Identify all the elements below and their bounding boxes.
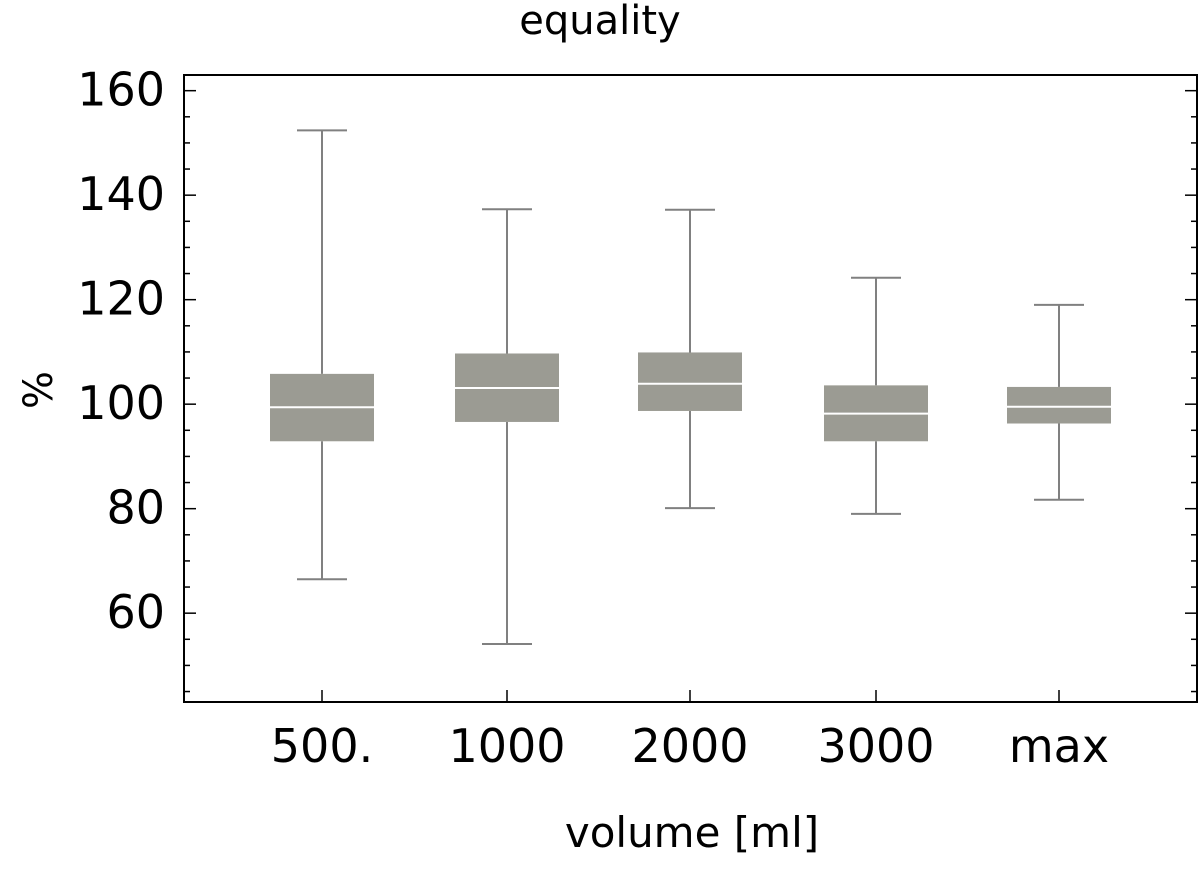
- y-tick-label: 140: [77, 167, 165, 221]
- x-axis-label: volume [ml]: [565, 808, 819, 857]
- x-tick-label: 500.: [271, 719, 373, 773]
- y-tick-label: 100: [77, 376, 165, 430]
- chart-title: equality: [519, 0, 680, 44]
- y-axis-label: %: [16, 371, 62, 409]
- box-max: [1007, 386, 1111, 424]
- y-tick-label: 120: [77, 272, 165, 326]
- box-2000: [638, 352, 742, 411]
- y-tick-label: 80: [106, 481, 165, 535]
- x-tick-label: max: [1009, 719, 1109, 773]
- y-tick-label: 60: [106, 585, 165, 639]
- x-tick-label: 1000: [448, 719, 565, 773]
- x-tick-label: 2000: [631, 719, 748, 773]
- x-tick-label: 3000: [817, 719, 934, 773]
- plot-area: 60 80 100 120 140 160 500. 1000 2000 3000 max: [77, 63, 1198, 773]
- y-tick-label: 160: [77, 63, 165, 117]
